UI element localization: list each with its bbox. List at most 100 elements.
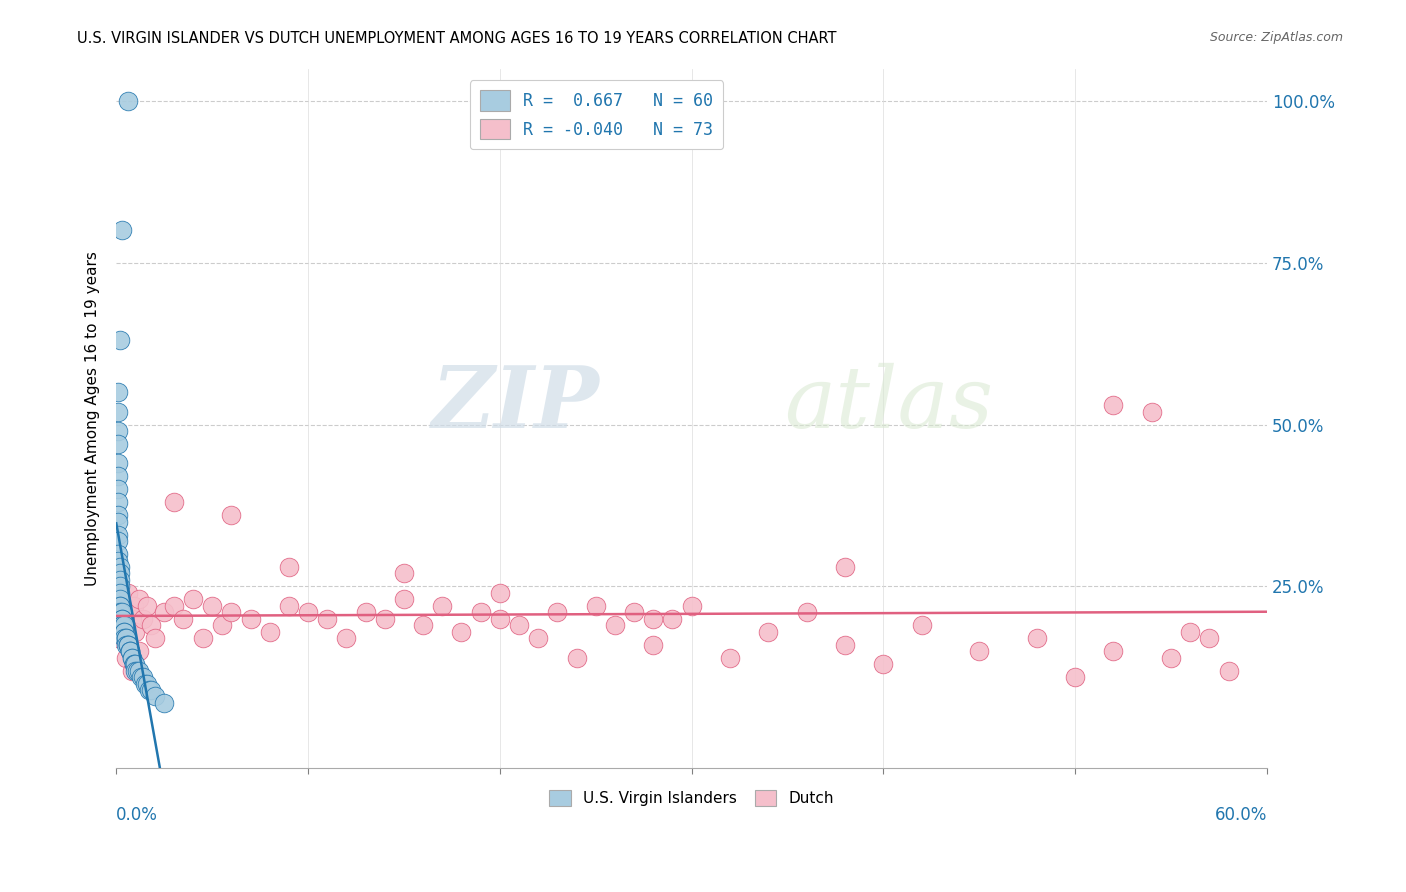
Point (108, 605, 131, 619)
Point (1025, 631, 1047, 645)
Point (211, 618, 233, 632)
Point (107, 457, 129, 471)
Point (115, 631, 138, 645)
Point (1140, 404, 1163, 418)
Point (1180, 624, 1202, 639)
Point (117, 638, 139, 652)
Point (111, 612, 134, 626)
Point (112, 624, 135, 639)
Point (139, 618, 162, 632)
Point (107, 424, 129, 438)
Point (1102, 398, 1125, 412)
Point (335, 631, 357, 645)
Point (107, 508, 129, 523)
Point (163, 599, 186, 613)
Point (108, 599, 131, 613)
Point (112, 624, 135, 639)
Point (756, 624, 779, 639)
Point (623, 605, 645, 619)
Point (132, 612, 155, 626)
Point (488, 586, 510, 600)
Y-axis label: Unemployment Among Ages 16 to 19 years: Unemployment Among Ages 16 to 19 years (86, 251, 100, 585)
Point (297, 605, 319, 619)
Point (107, 527, 129, 541)
Point (681, 599, 703, 613)
Point (277, 560, 299, 574)
Point (239, 612, 262, 626)
Point (643, 638, 665, 652)
Point (546, 605, 568, 619)
Point (134, 676, 156, 690)
Point (132, 670, 155, 684)
Point (118, 644, 141, 658)
Point (136, 599, 159, 613)
Point (124, 657, 146, 672)
Point (1218, 664, 1240, 678)
Point (603, 618, 626, 632)
Point (139, 683, 162, 698)
Point (585, 599, 607, 613)
Point (488, 612, 510, 626)
Point (128, 644, 150, 658)
Point (111, 618, 134, 632)
Point (107, 631, 129, 645)
Point (911, 618, 934, 632)
Point (374, 612, 396, 626)
Point (118, 605, 141, 619)
Point (143, 690, 166, 704)
Point (316, 612, 339, 626)
Text: atlas: atlas (783, 363, 993, 445)
Point (138, 683, 160, 698)
Point (527, 631, 550, 645)
Point (259, 624, 281, 639)
Point (112, 631, 135, 645)
Point (122, 599, 145, 613)
Point (108, 566, 131, 581)
Point (108, 618, 131, 632)
Point (117, 638, 139, 652)
Point (115, 650, 138, 665)
Point (643, 612, 665, 626)
Point (107, 553, 129, 567)
Point (163, 495, 186, 509)
Point (107, 404, 129, 418)
Point (124, 624, 146, 639)
Point (834, 638, 856, 652)
Point (121, 650, 143, 665)
Point (392, 566, 415, 581)
Point (128, 664, 150, 678)
Point (872, 657, 894, 672)
Point (143, 631, 166, 645)
Point (1064, 670, 1087, 684)
Point (108, 573, 131, 587)
Point (112, 612, 135, 626)
Point (115, 631, 138, 645)
Point (181, 592, 204, 607)
Point (718, 650, 741, 665)
Point (107, 515, 129, 529)
Point (107, 385, 129, 400)
Point (117, 94, 139, 108)
Point (115, 624, 138, 639)
Point (111, 618, 134, 632)
Point (122, 657, 145, 672)
Point (122, 657, 145, 672)
Point (115, 638, 138, 652)
Point (128, 592, 150, 607)
Point (127, 664, 149, 678)
Point (121, 650, 143, 665)
Text: ZIP: ZIP (432, 362, 599, 446)
Point (121, 612, 143, 626)
Point (221, 508, 243, 523)
Point (111, 223, 134, 237)
Point (412, 618, 434, 632)
Text: 60.0%: 60.0% (1215, 806, 1267, 824)
Point (108, 579, 131, 593)
Point (129, 670, 152, 684)
Point (108, 586, 131, 600)
Point (432, 599, 454, 613)
Point (565, 650, 588, 665)
Point (117, 586, 139, 600)
Point (221, 605, 243, 619)
Point (1198, 631, 1220, 645)
